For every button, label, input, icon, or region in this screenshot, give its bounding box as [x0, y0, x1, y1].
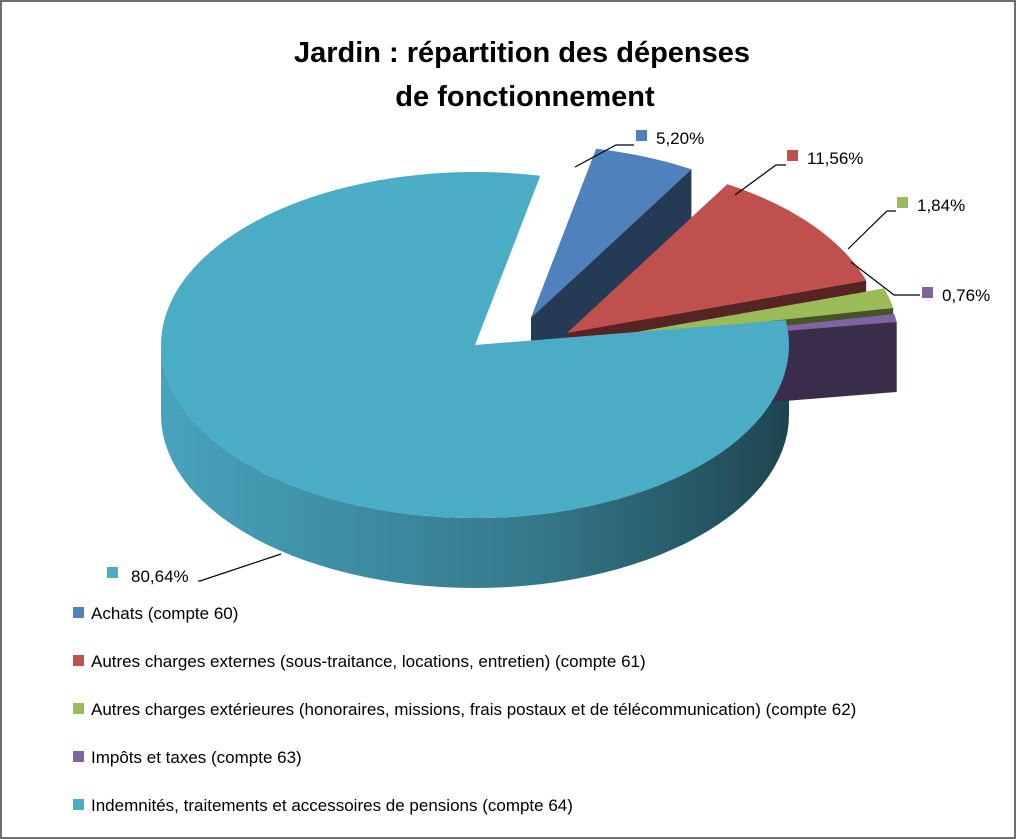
pie-slice-2 [585, 288, 894, 341]
label-marker-4 [107, 567, 118, 578]
chart-title-line-2: de fonctionnement [395, 81, 655, 113]
legend-label-0: Achats (compte 60) [91, 604, 238, 623]
legend-label-4: Indemnités, traitements et accessoires d… [91, 796, 573, 815]
legend-label-2: Autres charges extérieures (honoraires, … [91, 700, 856, 719]
pie-slice-1 [567, 184, 867, 333]
label-marker-3 [922, 287, 933, 298]
leader-line-3 [850, 261, 920, 296]
leader-line-0 [574, 144, 634, 168]
legend-label-3: Impôts et taxes (compte 63) [91, 748, 302, 767]
leader-line-4 [198, 553, 282, 582]
legend-swatch-3 [73, 751, 84, 762]
chart-title-line-1: Jardin : répartition des dépenses [294, 37, 750, 69]
legend: Achats (compte 60) Autres charges externe… [73, 604, 856, 815]
legend-swatch-4 [73, 799, 84, 810]
data-label-0: 5,20% [656, 129, 704, 148]
leader-line-1 [734, 164, 786, 196]
data-labels: 5,20% 11,56% 1,84% 0,76% 80,64% [107, 129, 990, 586]
label-marker-1 [787, 150, 798, 161]
pie-slices [161, 148, 897, 588]
legend-swatch-2 [73, 703, 84, 714]
data-label-1: 11,56% [807, 149, 863, 168]
label-marker-0 [636, 130, 647, 141]
leader-line-2 [847, 210, 896, 250]
data-label-4: 80,64% [131, 567, 189, 586]
data-label-3: 0,76% [942, 286, 990, 305]
pie-slice-0 [531, 148, 692, 318]
data-label-2: 1,84% [917, 196, 965, 215]
legend-label-1: Autres charges externes (sous-traitance,… [91, 652, 646, 671]
legend-swatch-1 [73, 655, 84, 666]
pie-slice-4 [161, 172, 789, 518]
slice-side-4 [161, 345, 789, 588]
legend-swatch-0 [73, 607, 84, 618]
label-marker-2 [897, 197, 908, 208]
